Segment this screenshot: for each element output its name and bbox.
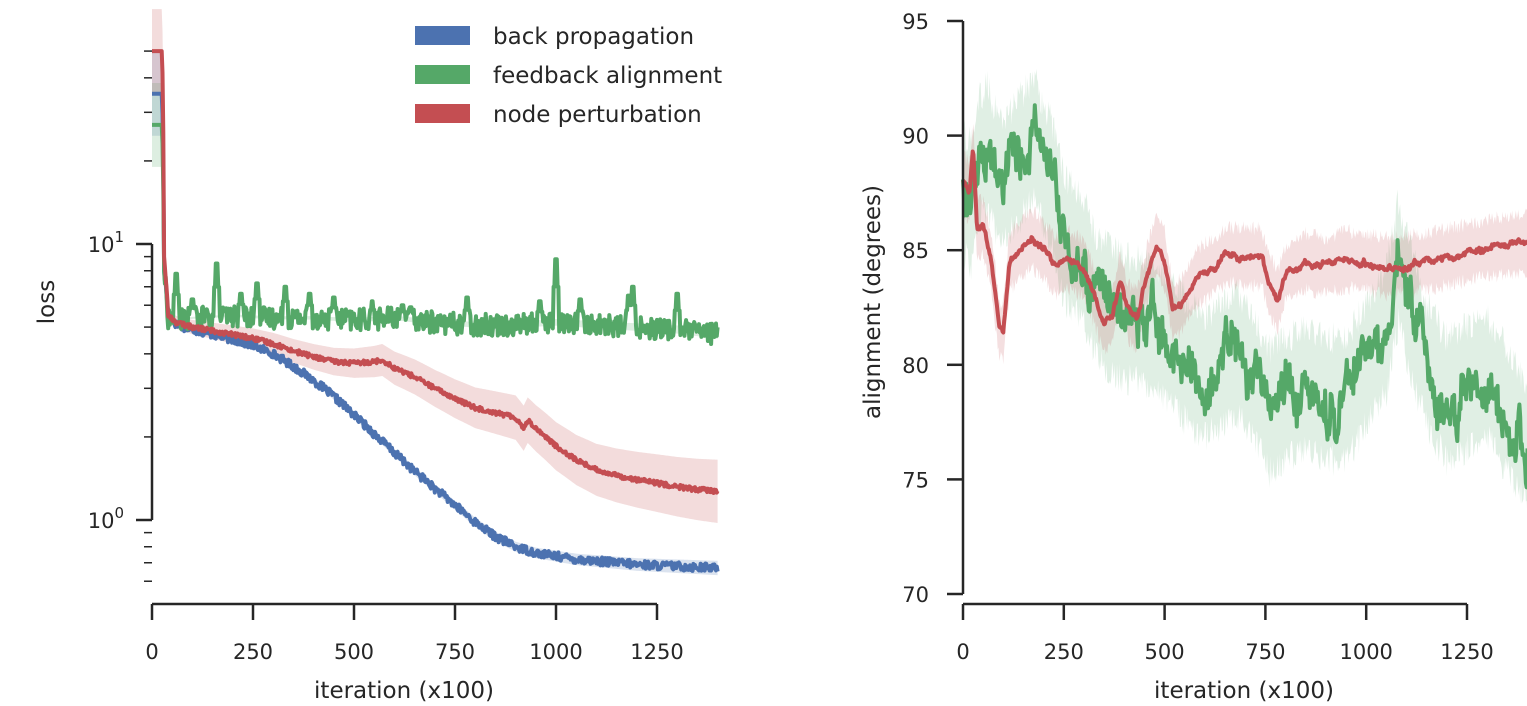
left-line-1 [150,122,720,346]
right-x-axis: 0 250 500 750 1000 1250 [956,602,1494,664]
left-x-axis: 0 250 500 750 1000 1250 [145,602,684,664]
left-y-axis-title: loss [34,280,60,324]
left-y-tick-base: 10 [88,233,115,257]
right-x-tick-label: 1250 [1440,640,1493,664]
right-y-tick-label: 80 [902,354,929,378]
right-y-tick-label: 85 [902,239,929,263]
right-x-tick-label: 500 [1145,640,1185,664]
legend: back propagation feedback alignment node p… [415,24,722,128]
left-y-tick-exponent: 1 [114,228,124,246]
right-line-1 [961,149,1527,335]
right-x-tick-label: 0 [956,640,969,664]
left-y-tick-label: 100 [88,504,124,533]
left-x-tick-label: 250 [233,640,273,664]
left-y-tick-base: 10 [88,509,115,533]
right-line-0 [961,103,1527,490]
right-band-1 [963,124,1527,365]
right-series-lines [961,103,1527,490]
legend-label: back propagation [493,24,694,50]
left-x-tick-label: 500 [334,640,374,664]
left-series-lines [150,49,720,573]
right-y-axis: 70 75 80 85 90 95 [902,10,965,607]
right-x-ticks: 0 250 500 750 1000 1250 [956,604,1494,664]
left-x-tick-label: 0 [145,640,158,664]
right-x-tick-label: 250 [1044,640,1084,664]
left-x-tick-label: 1000 [529,640,582,664]
right-band-0 [963,69,1527,508]
left-band-2 [152,9,718,523]
right-y-tick-label: 70 [902,583,929,607]
right-y-tick-label: 95 [902,10,929,34]
left-confidence-bands [152,9,718,576]
left-x-tick-label: 750 [435,640,475,664]
right-x-tick-label: 1000 [1339,640,1392,664]
right-y-axis-title: alignment (degrees) [860,185,886,419]
left-y-tick-exponent: 0 [114,504,124,522]
left-x-ticks: 0 250 500 750 1000 1250 [145,604,684,664]
left-line-0 [150,91,720,573]
legend-swatch [415,26,470,45]
right-y-tick-label: 75 [902,468,929,492]
left-x-axis-title: iteration (x100) [314,678,494,704]
left-line-2 [150,49,720,495]
left-y-tick-label: 101 [88,228,124,257]
legend-swatch [415,104,470,123]
right-y-ticks: 70 75 80 85 90 95 [902,10,963,607]
legend-label: feedback alignment [493,63,722,89]
legend-swatch [415,65,470,84]
right-x-axis-title: iteration (x100) [1154,678,1334,704]
right-x-tick-label: 750 [1245,640,1285,664]
right-confidence-bands [963,69,1527,508]
legend-label: node perturbation [493,102,702,128]
right-y-tick-label: 90 [902,125,929,149]
right-panel: 70 75 80 85 90 95 0 250 500 750 1000 1250 iteratio… [860,10,1527,704]
left-x-tick-label: 1250 [630,640,683,664]
